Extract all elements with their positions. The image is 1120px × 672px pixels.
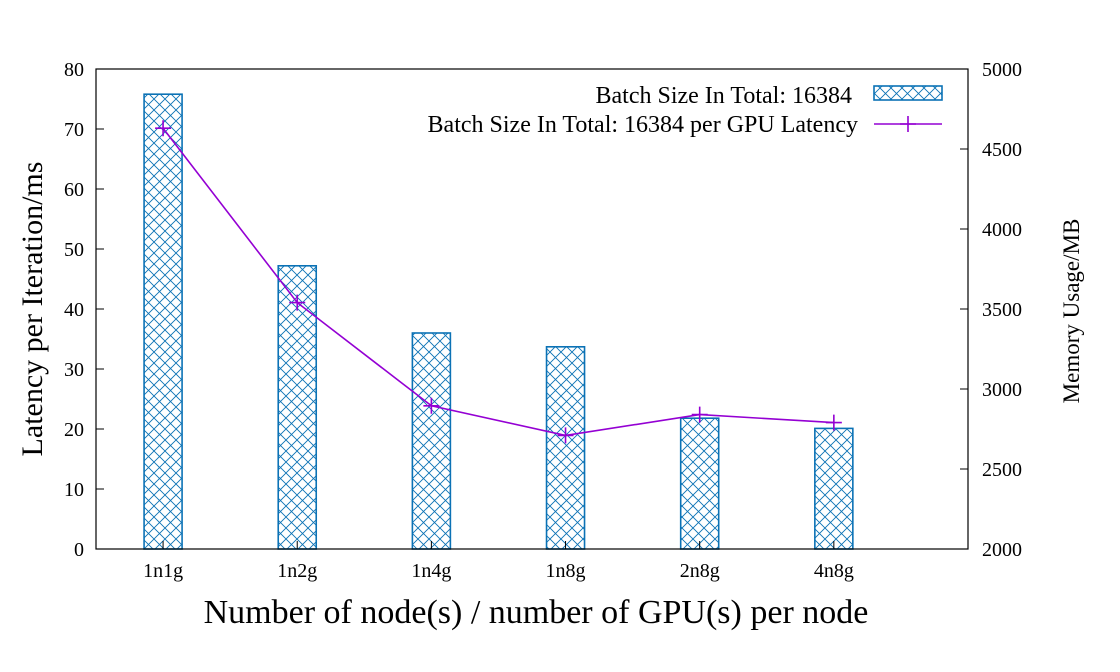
y-tick-label: 20 xyxy=(64,419,84,441)
y-tick-label: 60 xyxy=(64,179,84,201)
y2-tick-label: 2500 xyxy=(982,459,1022,481)
legend: Batch Size In Total: 16384 Batch Size In… xyxy=(428,83,943,138)
y2-axis-title: Memory Usage/MB xyxy=(1059,219,1084,404)
x-tick-label: 4n8g xyxy=(814,560,854,582)
point-1n1g xyxy=(155,120,172,137)
x-tick-label: 1n1g xyxy=(143,560,183,582)
y-tick-label: 40 xyxy=(64,299,84,321)
legend-marker xyxy=(900,116,916,132)
point-1n2g xyxy=(289,294,306,311)
y2-tick-label: 3500 xyxy=(982,299,1022,321)
y-axis-title: Latency per Iteration/ms xyxy=(16,162,49,457)
y2-tick-label: 5000 xyxy=(982,59,1022,81)
x-tick-label: 2n8g xyxy=(680,560,720,582)
point-2n8g xyxy=(691,406,708,423)
point-1n4g xyxy=(423,397,440,414)
y-tick-label: 30 xyxy=(64,359,84,381)
legend-label-line: Batch Size In Total: 16384 per GPU Laten… xyxy=(428,112,858,138)
line-layer xyxy=(155,120,842,444)
y2-tick-label: 4000 xyxy=(982,219,1022,241)
bar-1n8g xyxy=(545,345,586,550)
bars-layer xyxy=(143,93,854,550)
axes-layer: 0 10 20 30 40 50 60 70 80 2000 2500 3000 3500 4000 450… xyxy=(64,59,1022,582)
y2-tick-label: 2000 xyxy=(982,539,1022,561)
x-tick-label: 1n4g xyxy=(411,560,451,582)
bar-4n8g xyxy=(814,427,854,550)
point-4n8g xyxy=(825,414,842,431)
y2-tick-label: 3000 xyxy=(982,379,1022,401)
latency-line xyxy=(162,127,834,437)
y-tick-label: 50 xyxy=(64,239,84,261)
point-1n8g xyxy=(557,427,574,444)
y-tick-label: 70 xyxy=(64,119,84,141)
x-axis-title: Number of node(s) / number of GPU(s) per… xyxy=(204,594,869,631)
y-tick-label: 10 xyxy=(64,479,84,501)
y-tick-label: 0 xyxy=(74,539,84,561)
y2-tick-label: 4500 xyxy=(982,139,1022,161)
bar-1n4g xyxy=(411,332,452,550)
bar-2n8g xyxy=(679,417,720,550)
legend-label-bar: Batch Size In Total: 16384 xyxy=(596,83,853,109)
x-tick-label: 1n8g xyxy=(546,560,586,582)
y-tick-label: 80 xyxy=(64,59,84,81)
x-tick-label: 1n2g xyxy=(277,560,317,582)
legend-swatch-line xyxy=(874,116,942,132)
bar-1n1g xyxy=(143,93,183,550)
legend-swatch-bar xyxy=(873,85,943,101)
